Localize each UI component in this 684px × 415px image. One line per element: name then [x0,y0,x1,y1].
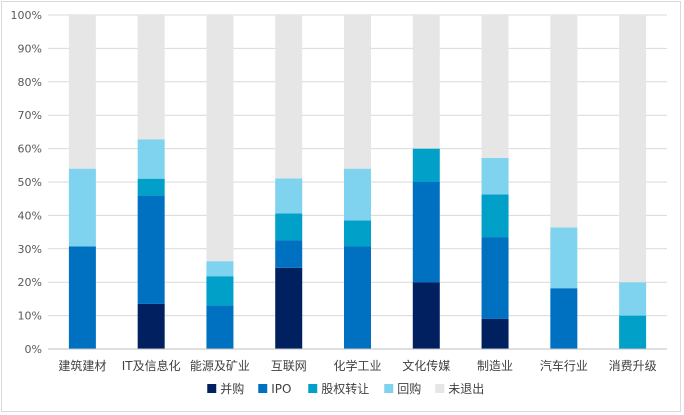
bar-2-series-1 [206,305,234,349]
bar-0-series-1 [68,246,96,349]
bar-3-series-1 [275,240,303,268]
bar-7-series-3 [550,227,578,289]
bar-2-series-4 [206,15,234,262]
y-tick-label-80: 80% [18,76,42,89]
bar-1-series-3 [137,139,165,179]
bar-1-series-2 [137,178,165,196]
legend-swatch-3 [384,384,394,393]
bar-5-series-1 [412,182,440,283]
bar-6-series-1 [481,237,509,319]
bar-7-series-1 [550,288,578,349]
legend-swatch-2 [308,384,318,393]
legend-label-2: 股权转让 [321,381,369,396]
y-tick-label-40: 40% [18,209,42,222]
y-tick-label-0: 0% [25,343,42,356]
x-category-label-1: IT及信息化 [122,358,181,373]
bar-7-series-4 [550,15,578,228]
x-category-label-8: 消费升级 [609,359,657,373]
bar-6-series-4 [481,15,509,158]
bar-4-series-2 [344,220,371,247]
bar-4-series-1 [344,246,371,349]
bar-2-series-2 [206,276,234,306]
bar-0-series-3 [68,168,96,247]
bar-5-series-0 [412,282,440,349]
bar-1-series-1 [137,195,165,304]
x-category-label-6: 制造业 [477,359,513,373]
y-tick-label-100: 100% [11,9,42,22]
y-tick-label-60: 60% [18,143,42,156]
legend-label-1: IPO [271,382,291,396]
legend-swatch-1 [258,384,268,393]
legend-swatch-4 [435,384,445,393]
y-tick-label-70: 70% [18,109,42,122]
x-category-label-7: 汽车行业 [540,358,588,373]
legend-label-0: 并购 [220,381,244,396]
bar-1-series-0 [137,303,165,349]
bar-4-series-4 [344,15,371,169]
bar-5-series-2 [412,148,440,182]
x-category-label-3: 互联网 [271,359,307,373]
y-tick-label-50: 50% [18,176,42,189]
bar-4-series-3 [344,168,371,221]
bar-6-series-2 [481,194,509,238]
y-tick-label-20: 20% [18,276,42,289]
bar-1-series-4 [137,15,165,140]
y-tick-label-30: 30% [18,243,42,256]
y-tick-label-10: 10% [18,310,42,323]
legend-label-4: 未退出 [448,382,484,396]
bar-8-series-2 [619,315,647,349]
bar-0-series-4 [68,15,96,169]
bar-3-series-2 [275,213,303,241]
x-category-label-2: 能源及矿业 [190,359,250,373]
bar-3-series-4 [275,15,303,179]
x-category-label-5: 文化传媒 [402,358,450,373]
legend-label-3: 回购 [397,381,421,396]
legend-swatch-0 [207,384,217,393]
bar-3-series-0 [275,267,303,349]
bar-2-series-3 [206,261,234,277]
bar-5-series-4 [412,15,440,149]
x-category-label-4: 化学工业 [333,358,381,373]
bar-3-series-3 [275,178,303,214]
bar-8-series-4 [619,15,647,283]
bar-6-series-3 [481,157,509,195]
bar-8-series-3 [619,282,647,316]
bar-6-series-0 [481,318,509,349]
y-tick-label-90: 90% [18,42,42,55]
x-category-label-0: 建筑建材 [58,358,106,373]
